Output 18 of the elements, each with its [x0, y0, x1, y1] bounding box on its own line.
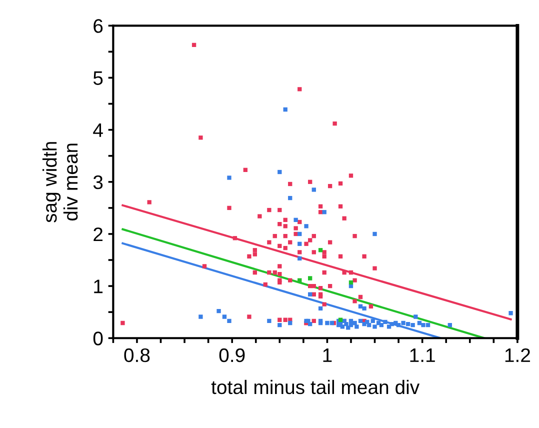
x-tick-label: 1.1 — [410, 348, 435, 362]
x-tick-label: 1 — [323, 348, 332, 362]
point — [308, 276, 312, 280]
x-tick-label: 1.2 — [505, 348, 530, 362]
y-tick-label: 6 — [94, 19, 103, 33]
y-tick-label: 4 — [93, 123, 103, 137]
y-tick-label: 0 — [93, 332, 103, 346]
point — [298, 278, 302, 282]
point — [318, 248, 323, 252]
x-axis-title: total minus tail mean div — [211, 380, 420, 394]
x-tick-label: 0.9 — [219, 348, 245, 362]
y-tick-label: 5 — [93, 71, 103, 85]
x-tick-label: 0.8 — [124, 348, 150, 362]
y-tick-label: 2 — [94, 227, 102, 242]
y-tick-label: 1 — [94, 280, 103, 294]
point — [348, 280, 354, 284]
y-axis-title: sag width div mean — [42, 142, 78, 222]
y-tick-label: 3 — [93, 175, 103, 190]
